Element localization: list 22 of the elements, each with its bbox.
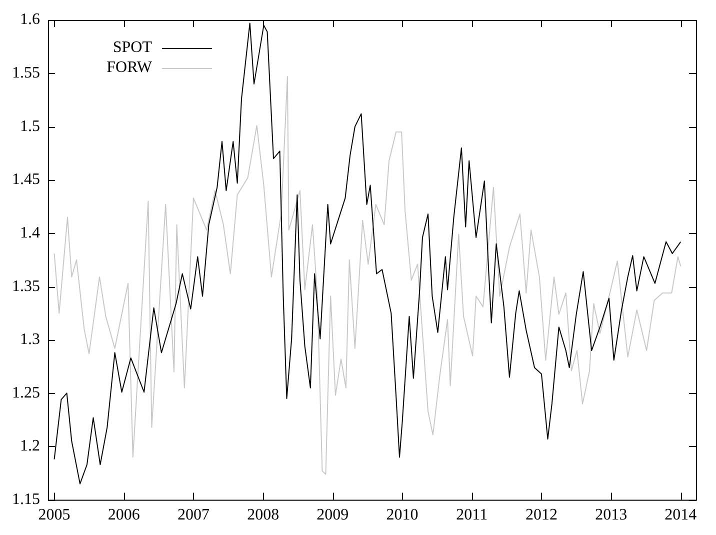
x-tick-label: 2007 xyxy=(177,506,210,524)
x-tick-label: 2005 xyxy=(38,506,70,524)
y-tick-label: 1.2 xyxy=(20,438,40,455)
y-tick-label: 1.55 xyxy=(12,64,40,82)
x-tick-label: 2013 xyxy=(595,506,628,524)
x-tick-label: 2009 xyxy=(316,506,349,524)
x-tick-label: 2012 xyxy=(525,506,558,524)
x-tick-label: 2008 xyxy=(247,506,280,524)
x-tick-label: 2011 xyxy=(456,506,488,524)
y-tick-label: 1.6 xyxy=(20,11,40,28)
y-tick-label: 1.3 xyxy=(20,331,40,348)
x-tick-label: 2010 xyxy=(386,506,418,524)
y-tick-label: 1.25 xyxy=(12,384,40,402)
y-tick-label: 1.35 xyxy=(12,278,40,295)
x-tick-label: 2014 xyxy=(664,506,697,524)
legend-label: FORW xyxy=(106,59,153,76)
legend-label: SPOT xyxy=(112,39,152,56)
x-tick-label: 2006 xyxy=(108,506,140,524)
y-tick-label: 1.4 xyxy=(20,224,40,242)
y-tick-label: 1.5 xyxy=(20,118,40,135)
y-tick-label: 1.15 xyxy=(12,491,40,508)
y-tick-label: 1.45 xyxy=(12,171,40,188)
